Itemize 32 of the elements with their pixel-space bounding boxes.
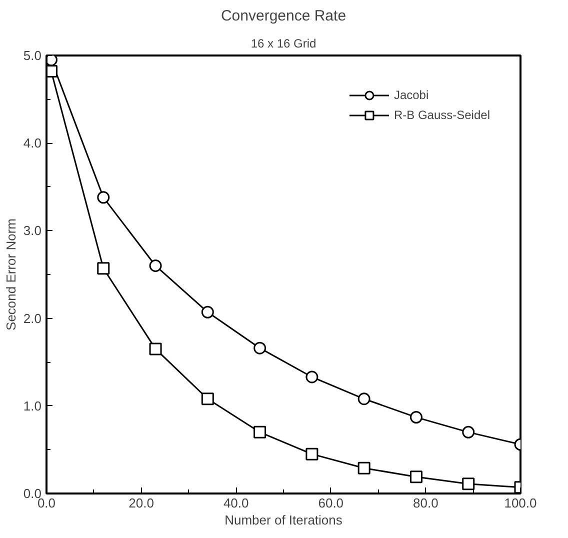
point <box>306 370 318 384</box>
x-tick-label: 60.0 <box>318 496 344 510</box>
y-tick-label: 1.0 <box>23 398 42 414</box>
x-tick-label: 100.0 <box>504 496 537 510</box>
point <box>201 392 214 406</box>
y-tick-label: 3.0 <box>23 223 42 238</box>
chart-subtitle: 16 x 16 Grid <box>250 36 316 50</box>
legend-label: Jacobi <box>394 88 429 102</box>
y-tick-label: 5.0 <box>23 48 42 63</box>
point <box>149 342 162 356</box>
point <box>254 342 266 354</box>
point <box>358 462 370 474</box>
y-tick-label: 2.0 <box>23 310 42 326</box>
point <box>306 448 318 460</box>
point <box>97 262 110 275</box>
x-tick-label: 20.0 <box>128 496 154 510</box>
point <box>201 306 214 318</box>
x-axis-title: Number of Iterations <box>224 512 343 528</box>
y-tick-label: 4.0 <box>23 136 42 151</box>
y-axis-title: Second Error Norm <box>3 218 18 330</box>
point <box>97 191 110 204</box>
point <box>462 426 475 438</box>
point <box>462 478 475 490</box>
x-tick-label: 80.0 <box>413 496 438 510</box>
point <box>410 470 422 484</box>
point <box>410 411 422 424</box>
point <box>149 260 162 272</box>
point <box>254 426 266 438</box>
point <box>358 392 370 406</box>
legend-label: R-B Gauss-Seidel <box>394 108 490 122</box>
x-tick-label: 40.0 <box>223 496 249 510</box>
chart-title: Convergence Rate <box>220 8 346 24</box>
